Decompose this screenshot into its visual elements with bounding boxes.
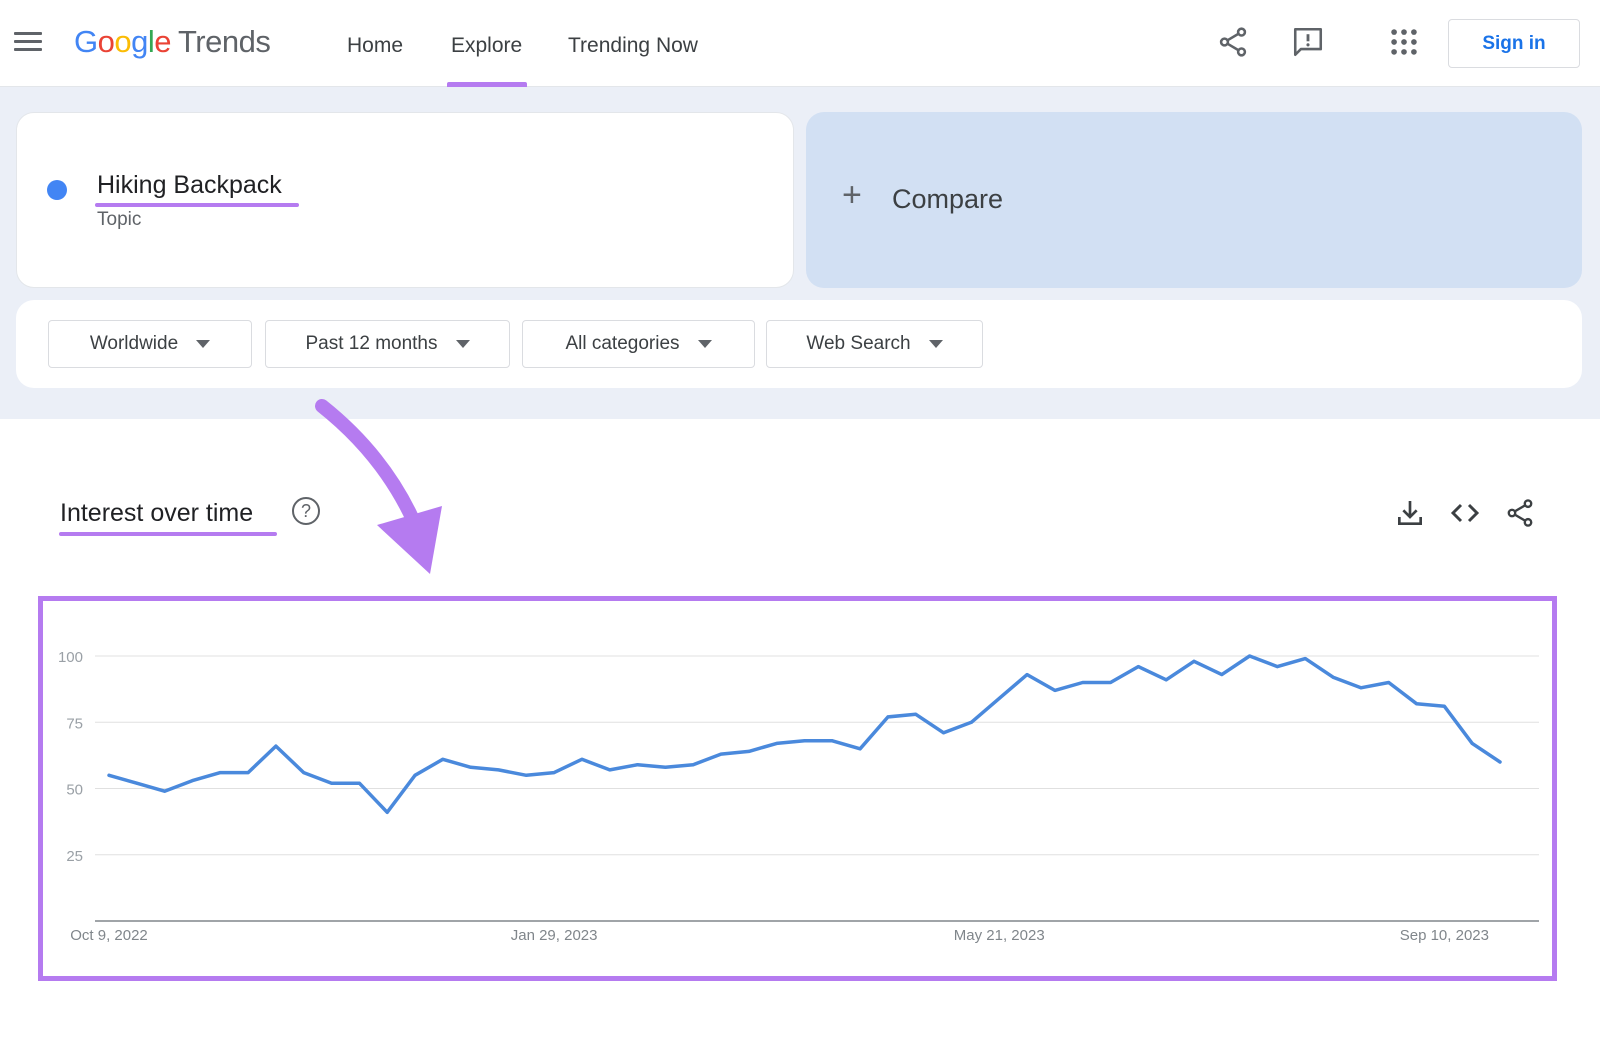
main-menu-icon[interactable] xyxy=(14,32,42,56)
data-point xyxy=(1470,741,1474,745)
data-point xyxy=(608,768,612,772)
search-term-name[interactable]: Hiking Backpack xyxy=(97,171,282,199)
data-point xyxy=(1025,673,1029,677)
time-range-filter[interactable]: Past 12 months xyxy=(265,320,510,368)
chevron-down-icon xyxy=(455,340,470,348)
data-point xyxy=(969,720,973,724)
data-point xyxy=(1387,681,1391,684)
data-point xyxy=(218,771,222,775)
y-tick-label: 100 xyxy=(58,649,83,666)
section-title: Interest over time xyxy=(60,499,254,527)
data-point xyxy=(107,773,111,777)
term-highlight-underline xyxy=(95,203,299,207)
sign-in-button[interactable]: Sign in xyxy=(1448,19,1580,68)
data-point xyxy=(803,739,806,743)
apps-icon[interactable] xyxy=(1387,25,1421,59)
data-point xyxy=(691,763,695,767)
chevron-down-icon xyxy=(697,340,712,348)
data-point xyxy=(1359,686,1363,690)
chevron-down-icon xyxy=(196,340,211,348)
data-point xyxy=(1498,760,1502,764)
data-point xyxy=(1053,688,1057,692)
interest-over-time-chart[interactable]: 25 50 75 100 Oct 9, 2022 Jan 29, 2023 May 21, … xyxy=(43,601,1552,976)
data-point xyxy=(413,773,417,777)
x-tick-label: May 21, 2023 xyxy=(954,927,1045,944)
title-highlight-underline xyxy=(59,532,277,536)
data-point xyxy=(274,744,278,748)
data-point xyxy=(1136,665,1140,669)
x-tick-label: Sep 10, 2023 xyxy=(1400,927,1489,944)
region-filter[interactable]: Worldwide xyxy=(48,320,252,368)
download-icon[interactable] xyxy=(1394,497,1426,529)
top-bar: Google Trends Home Explore Trending Now S… xyxy=(0,0,1600,87)
data-point xyxy=(1164,678,1168,682)
data-point xyxy=(246,771,250,775)
category-filter[interactable]: All categories xyxy=(522,320,755,368)
data-point xyxy=(1248,654,1252,658)
share-icon[interactable] xyxy=(1504,497,1536,529)
data-point xyxy=(190,779,194,783)
nav-trending-now[interactable]: Trending Now xyxy=(568,34,698,57)
data-point xyxy=(1303,657,1307,661)
data-point xyxy=(580,757,584,761)
filter-bar: Worldwide Past 12 months All categories … xyxy=(16,300,1582,388)
data-point xyxy=(524,773,528,777)
y-tick-label: 75 xyxy=(66,715,83,732)
data-point xyxy=(163,789,167,793)
data-point xyxy=(663,765,667,769)
data-point xyxy=(330,781,334,785)
region-filter-label: Worldwide xyxy=(89,333,179,354)
data-point xyxy=(775,741,779,745)
data-point xyxy=(1415,702,1419,706)
category-filter-label: All categories xyxy=(565,333,680,354)
data-point xyxy=(914,712,918,716)
chevron-down-icon xyxy=(928,340,943,348)
time-range-filter-label: Past 12 months xyxy=(305,333,438,354)
search-type-filter[interactable]: Web Search xyxy=(766,320,983,368)
data-point xyxy=(1442,704,1446,708)
nav-explore[interactable]: Explore xyxy=(451,34,523,57)
data-point xyxy=(747,749,751,753)
search-term-card[interactable]: Hiking Backpack Topic xyxy=(16,112,794,288)
plus-icon: + xyxy=(842,176,862,214)
data-point xyxy=(830,739,834,743)
series-color-dot xyxy=(47,180,67,200)
data-point xyxy=(1275,665,1279,669)
nav-active-indicator xyxy=(447,82,527,87)
embed-icon[interactable] xyxy=(1449,497,1481,529)
data-point xyxy=(1192,659,1196,663)
data-point xyxy=(441,757,445,761)
help-icon[interactable]: ? xyxy=(292,497,320,525)
share-icon[interactable] xyxy=(1216,25,1250,59)
data-point xyxy=(886,715,890,719)
search-type-filter-label: Web Search xyxy=(806,333,911,354)
data-point xyxy=(469,765,473,769)
y-tick-label: 50 xyxy=(66,782,83,799)
data-point xyxy=(719,752,723,756)
data-point xyxy=(135,781,139,785)
data-point xyxy=(1220,673,1224,677)
x-tick-label: Jan 29, 2023 xyxy=(511,927,598,944)
data-point xyxy=(1331,675,1335,679)
x-tick-label: Oct 9, 2022 xyxy=(70,927,148,944)
chart-highlight-frame: 25 50 75 100 Oct 9, 2022 Jan 29, 2023 May 21, … xyxy=(38,596,1557,981)
data-point xyxy=(997,696,1001,700)
google-trends-logo[interactable]: Google Trends xyxy=(74,24,271,59)
data-point xyxy=(636,763,640,767)
nav-home[interactable]: Home xyxy=(347,34,404,57)
data-point xyxy=(1081,681,1085,684)
compare-button[interactable]: + Compare xyxy=(806,112,1582,288)
data-point xyxy=(357,781,361,785)
data-point xyxy=(385,810,389,814)
feedback-icon[interactable] xyxy=(1291,25,1325,59)
search-term-type: Topic xyxy=(97,209,142,230)
data-point xyxy=(1109,681,1113,684)
data-point xyxy=(552,771,556,775)
data-point xyxy=(942,731,946,735)
compare-label: Compare xyxy=(892,184,1004,214)
data-point xyxy=(858,747,862,751)
data-point xyxy=(496,768,500,772)
y-tick-label: 25 xyxy=(66,848,83,865)
data-point xyxy=(302,771,306,775)
